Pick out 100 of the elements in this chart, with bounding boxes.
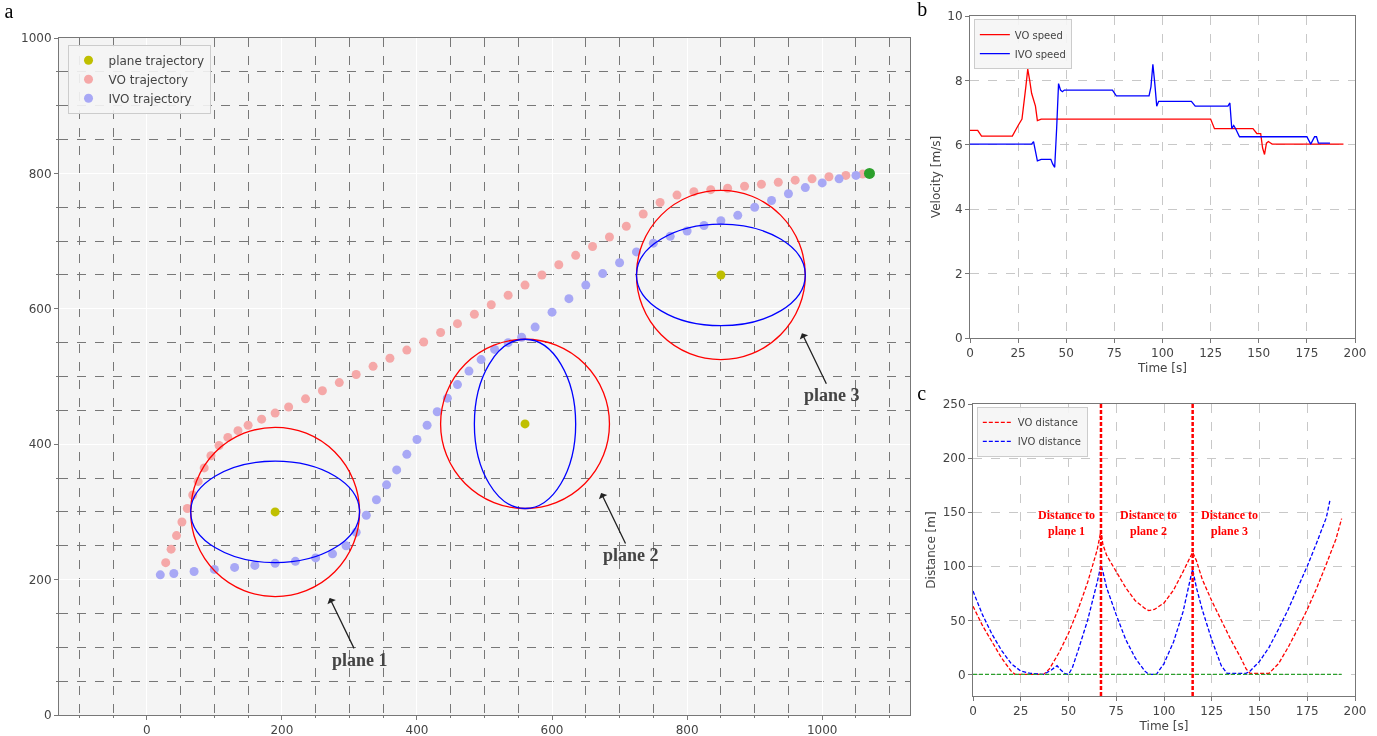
y-tick-label: 150 — [942, 505, 966, 520]
point — [233, 426, 243, 436]
point — [490, 344, 500, 354]
point — [230, 562, 240, 572]
point — [452, 380, 462, 390]
point — [361, 510, 371, 520]
point — [284, 402, 294, 412]
point — [371, 495, 381, 505]
legend-label: plane trajectory — [108, 53, 205, 68]
x-tick-label: 100 — [1152, 704, 1176, 719]
x-axis-title: Time [s] — [1137, 361, 1187, 376]
x-tick-label: 600 — [540, 723, 564, 736]
legend-label: IVO trajectory — [108, 91, 192, 106]
point — [672, 190, 682, 200]
y-tick-label: 600 — [28, 302, 52, 316]
point — [412, 434, 422, 444]
y-tick-label: 0 — [957, 667, 966, 682]
x-tick-label: 150 — [1247, 346, 1271, 361]
point — [807, 174, 817, 184]
point — [422, 420, 432, 430]
y-axis-title: Distance [m] — [923, 511, 938, 589]
point — [615, 258, 625, 268]
x-tick-label: 175 — [1295, 346, 1319, 361]
point — [155, 570, 165, 580]
point — [773, 177, 783, 187]
line-series — [970, 63, 1331, 168]
point — [402, 449, 412, 459]
point — [341, 541, 351, 551]
chart-title: c — [917, 381, 927, 404]
x-tick-label: 75 — [1106, 346, 1123, 361]
point — [841, 170, 851, 180]
y-tick-label: 200 — [942, 451, 966, 466]
point — [334, 378, 344, 388]
point — [368, 361, 378, 371]
y-tick-label: 50 — [950, 613, 966, 628]
point — [392, 465, 402, 475]
point — [486, 300, 496, 310]
y-tick-label: 10 — [947, 9, 963, 24]
point — [767, 195, 777, 205]
point — [588, 242, 598, 252]
point — [598, 269, 608, 279]
point — [436, 327, 446, 337]
point — [476, 355, 486, 365]
point — [537, 270, 547, 280]
annotation: Distance to plane 1 — [1038, 508, 1095, 538]
point — [257, 414, 267, 424]
x-tick-label: 150 — [1248, 704, 1271, 719]
x-tick-label: 200 — [1343, 704, 1367, 719]
point — [270, 408, 280, 418]
point — [328, 549, 338, 559]
y-tick-label: 400 — [28, 437, 52, 452]
point — [638, 209, 648, 219]
point — [301, 394, 311, 404]
point — [243, 420, 253, 430]
y-tick-label: 6 — [954, 138, 963, 152]
annotation: plane 1 — [332, 650, 388, 670]
x-tick-label: 25 — [1010, 346, 1026, 361]
x-tick-label: 400 — [405, 723, 429, 736]
point — [169, 569, 179, 579]
chart-title: a — [4, 0, 14, 22]
y-tick-label: 250 — [942, 397, 966, 412]
y-tick-label: 0 — [954, 331, 963, 346]
y-tick-label: 100 — [942, 559, 966, 574]
y-tick-label: 8 — [954, 73, 963, 88]
x-tick-label: 50 — [1060, 704, 1077, 719]
point — [530, 322, 540, 332]
legend-label: IVO distance — [1017, 436, 1081, 448]
legend-label: VO speed — [1014, 29, 1063, 41]
point — [655, 198, 665, 208]
point — [571, 250, 581, 260]
y-tick-label: 800 — [28, 166, 52, 181]
point — [756, 179, 766, 189]
point — [824, 172, 834, 182]
y-tick-label: 200 — [28, 572, 52, 587]
x-tick-label: 125 — [1199, 346, 1223, 361]
point — [863, 167, 875, 179]
y-tick-label: 2 — [954, 266, 963, 281]
y-tick-label: 1000 — [21, 31, 52, 46]
point — [469, 309, 479, 319]
point — [385, 353, 395, 363]
point — [402, 345, 412, 355]
line-series — [970, 68, 1345, 156]
point — [520, 280, 530, 290]
point — [161, 558, 171, 568]
x-tick-label: 100 — [1151, 346, 1174, 361]
point — [564, 294, 574, 304]
point — [790, 175, 800, 185]
point — [351, 369, 361, 379]
point — [750, 202, 760, 212]
x-axis-title: Time [s] — [1138, 719, 1189, 734]
point — [464, 366, 474, 376]
point — [166, 544, 176, 554]
x-tick-label: 800 — [675, 723, 699, 736]
x-tick-label: 125 — [1200, 704, 1224, 719]
point — [419, 337, 429, 347]
x-tick-label: 50 — [1058, 346, 1074, 361]
x-tick-label: 200 — [1343, 346, 1367, 361]
point — [189, 566, 199, 576]
point — [547, 307, 557, 317]
y-tick-label: 4 — [954, 202, 963, 217]
